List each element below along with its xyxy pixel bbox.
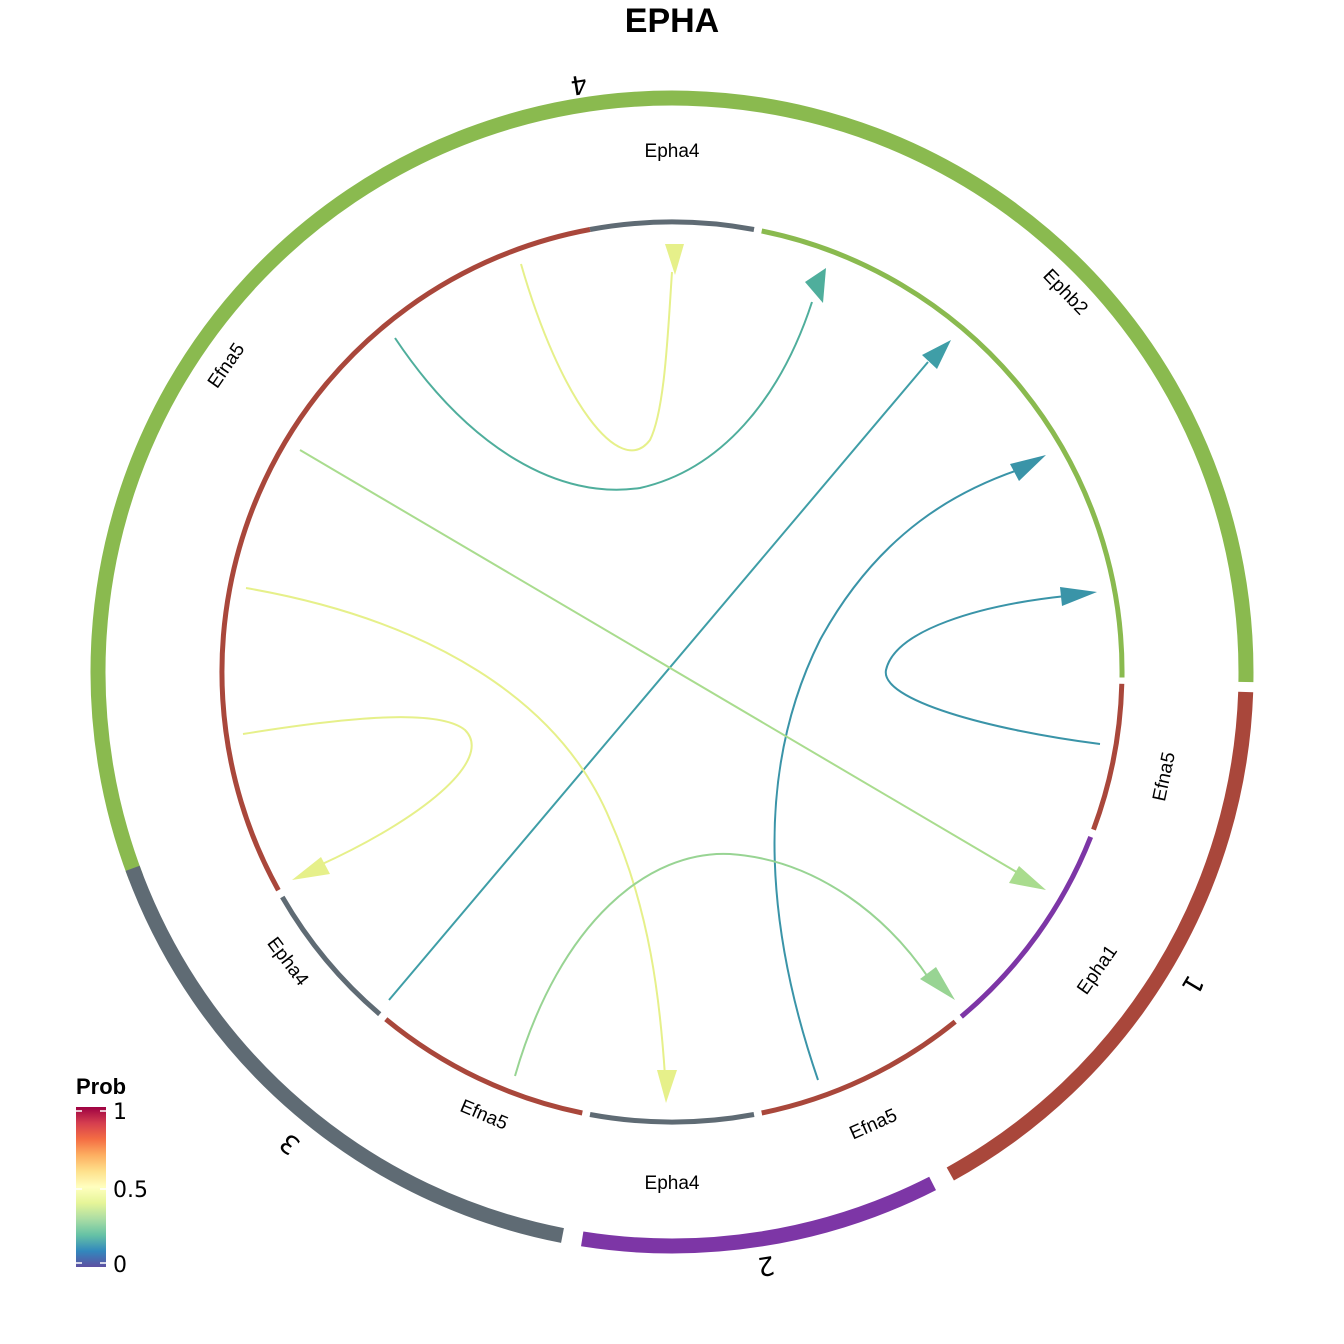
link-efna5-4-to-ephb2-4	[394, 301, 813, 491]
sector-label-4-efna5: Efna5	[204, 339, 249, 392]
legend-tick-0-5: 0.5	[113, 1178, 148, 1203]
sector-label-1-efna5: Efna5	[1149, 750, 1180, 803]
group-label-1: 1	[1175, 970, 1209, 1000]
legend-tick-0: 0	[113, 1253, 127, 1278]
sector-label-3-efna5: Efna5	[457, 1096, 511, 1135]
sector-ring	[219, 219, 1125, 1125]
sector-arc-3-efna5	[384, 1017, 583, 1116]
sector-label-2-epha4: Epha4	[645, 1173, 700, 1194]
arrowhead-epha1-2-a	[1009, 866, 1046, 890]
arrowhead-epha4-4	[665, 244, 684, 275]
arrowhead-ephb2-4-a	[805, 268, 826, 303]
sector-arc-2-epha4	[589, 1112, 755, 1125]
arrowhead-ephb2-4-d	[1060, 587, 1097, 606]
arrowhead-epha4-3	[292, 857, 330, 880]
group-label-2: 2	[755, 1249, 776, 1281]
chart-title: EPHA	[625, 2, 719, 40]
arrowheads	[292, 244, 1097, 1103]
link-efna5-2-to-ephb2-4	[773, 469, 1019, 1081]
legend-title: Prob	[76, 1074, 126, 1099]
link-efna5-3-to-ephb2-4	[388, 361, 929, 1001]
link-efna5-4-to-epha1-2	[299, 449, 1026, 878]
legend-tick-1: 1	[113, 1100, 127, 1125]
sector-label-2-epha1: Epha1	[1073, 941, 1122, 998]
sector-arc-4-ephb2	[761, 228, 1125, 678]
link-efna5-1-to-ephb2-4	[884, 595, 1101, 745]
group-arc-3	[125, 865, 564, 1243]
link-efna5-3-to-epha1-2	[514, 852, 931, 1077]
sector-arc-4-efna5	[219, 227, 591, 892]
arrowhead-epha4-2	[657, 1070, 677, 1103]
links	[242, 263, 1101, 1081]
group-arc-4	[90, 90, 1254, 881]
link-efna5-4-to-epha4-4	[520, 263, 673, 452]
sector-label-4-epha4: Epha4	[645, 141, 700, 162]
sector-label-3-epha4: Epha4	[263, 934, 313, 991]
link-efna5-4-to-epha4-3	[242, 716, 473, 867]
sector-arc-3-epha4	[280, 895, 382, 1017]
sector-arc-2-efna5	[761, 1019, 957, 1116]
arrowhead-epha1-2-b	[920, 967, 955, 1000]
group-arc-1	[946, 691, 1254, 1181]
group-arc-2	[581, 1176, 937, 1254]
group-ring	[90, 90, 1254, 1254]
sector-arc-2-epha1	[959, 835, 1094, 1019]
legend-tick-marks	[76, 1110, 106, 1264]
group-label-3: 3	[274, 1127, 306, 1161]
color-legend: Prob 1 0.5 0	[76, 1074, 148, 1278]
arrowhead-ephb2-4-b	[922, 340, 951, 369]
sector-label-2-efna5: Efna5	[847, 1105, 901, 1144]
sector-arc-4-epha4	[589, 219, 755, 232]
sector-arc-1-efna5	[1091, 683, 1125, 831]
link-efna5-4-to-epha4-2	[245, 587, 666, 1077]
group-label-4: 4	[568, 68, 589, 100]
sector-labels: Epha4 Ephb2 Efna5 Epha1 Efna5 Epha4 Efna…	[204, 141, 1180, 1194]
arrowhead-ephb2-4-c	[1010, 455, 1046, 481]
legend-colorbar	[76, 1107, 106, 1267]
